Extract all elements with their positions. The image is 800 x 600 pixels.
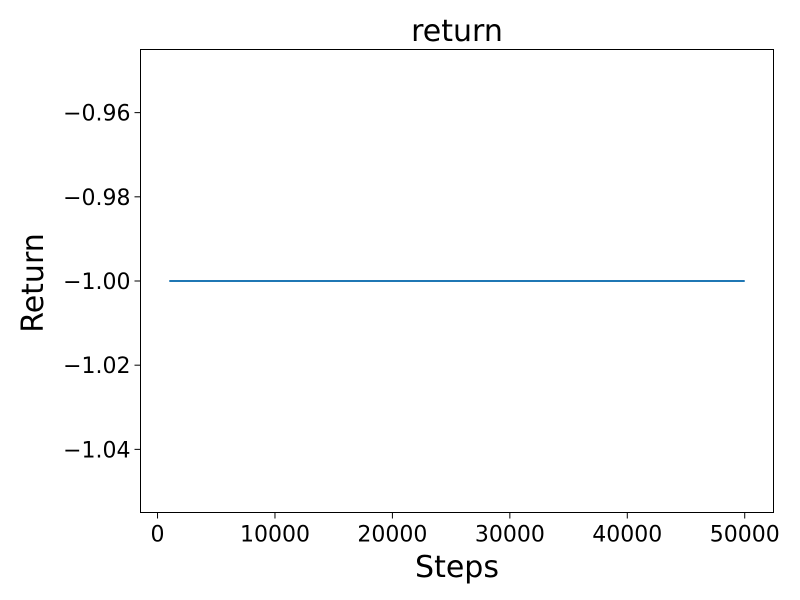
y-tick-label: −1.02: [63, 354, 130, 379]
x-axis: 0 10000 20000 30000 40000 50000: [151, 512, 780, 548]
chart-title: return: [411, 14, 503, 49]
y-axis: −0.96 −0.98 −1.00 −1.02 −1.04: [63, 102, 141, 463]
x-tick-label: 50000: [710, 523, 780, 548]
y-tick-label: −1.00: [63, 270, 130, 295]
y-axis-label: Return: [16, 233, 51, 333]
x-tick-label: 10000: [240, 523, 310, 548]
y-tick-label: −0.96: [63, 102, 130, 127]
x-tick-label: 40000: [592, 523, 662, 548]
y-tick-label: −0.98: [63, 186, 130, 211]
x-axis-label: Steps: [415, 550, 499, 585]
x-tick-label: 30000: [475, 523, 545, 548]
x-tick-label: 20000: [357, 523, 427, 548]
x-tick-label: 0: [151, 523, 165, 548]
y-tick-label: −1.04: [63, 438, 130, 463]
